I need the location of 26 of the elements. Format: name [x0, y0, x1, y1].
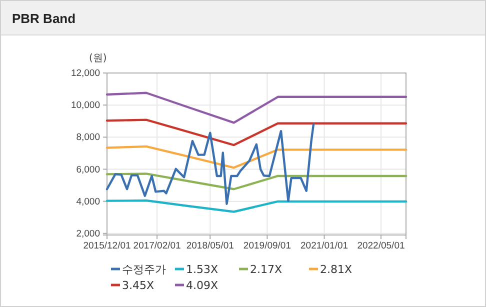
y-axis-title: (원): [89, 53, 107, 64]
y-tick-label: 8,000: [76, 132, 100, 144]
y-tick-label: 2,000: [76, 228, 100, 240]
y-tick-label: 4,000: [76, 196, 100, 208]
y-tick-label: 10,000: [70, 100, 100, 112]
y-tick-label: 12,000: [70, 68, 100, 80]
line-series: [106, 145, 408, 169]
chart-title: PBR Band: [12, 11, 76, 26]
line-series: [106, 199, 408, 213]
x-tick-label: 2015/12/01: [83, 240, 131, 252]
x-tick-label: 2018/05/01: [186, 240, 234, 252]
x-tick-label: 2022/05/01: [357, 240, 405, 252]
legend-label: 4.09X: [186, 279, 218, 292]
x-tick-label: 2021/01/01: [300, 240, 348, 252]
legend-label: 수정주가: [122, 263, 166, 276]
line-series: [106, 92, 408, 124]
x-tick-label: 2019/09/01: [243, 240, 291, 252]
legend-label: 3.45X: [122, 279, 154, 292]
line-series: [106, 118, 408, 146]
line-series: [106, 172, 408, 190]
legend-label: 2.17X: [250, 263, 282, 276]
legend-label: 1.53X: [186, 263, 218, 276]
legend-label: 2.81X: [320, 263, 352, 276]
y-tick-label: 6,000: [76, 164, 100, 176]
x-tick-label: 2017/02/01: [133, 240, 181, 252]
line-series: [106, 123, 315, 205]
